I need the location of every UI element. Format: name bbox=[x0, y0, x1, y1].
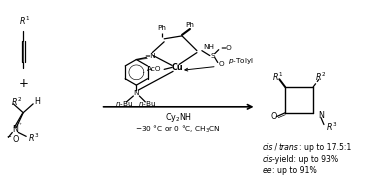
Text: =N: =N bbox=[144, 53, 156, 59]
Text: $-$30 °C or 0 °C, CH$_3$CN: $-$30 °C or 0 °C, CH$_3$CN bbox=[135, 124, 221, 135]
Text: S: S bbox=[211, 53, 215, 59]
Text: $n$-Bu: $n$-Bu bbox=[115, 99, 134, 108]
Text: Ph: Ph bbox=[158, 25, 166, 31]
Text: N: N bbox=[12, 125, 18, 134]
Text: : up to 91%: : up to 91% bbox=[272, 166, 317, 175]
Text: $R^1$: $R^1$ bbox=[19, 15, 31, 27]
Text: /: / bbox=[272, 143, 280, 152]
Text: Cy$_2$NH: Cy$_2$NH bbox=[165, 111, 192, 124]
Text: : up to 17.5:1: : up to 17.5:1 bbox=[299, 143, 352, 152]
Text: trans: trans bbox=[278, 143, 298, 152]
Text: NH: NH bbox=[203, 44, 214, 50]
Text: $R^1$: $R^1$ bbox=[272, 71, 283, 84]
Text: $R^2$: $R^2$ bbox=[11, 96, 23, 108]
Text: $^+$: $^+$ bbox=[18, 122, 23, 127]
Text: $n$-Bu: $n$-Bu bbox=[138, 99, 157, 108]
Text: cis: cis bbox=[262, 155, 273, 163]
Text: ee: ee bbox=[262, 166, 272, 175]
Text: +: + bbox=[18, 77, 28, 90]
Text: N: N bbox=[318, 111, 324, 120]
Text: H: H bbox=[34, 97, 40, 106]
Text: Ph: Ph bbox=[185, 22, 194, 28]
Text: cis: cis bbox=[262, 143, 273, 152]
Text: -yield: up to 93%: -yield: up to 93% bbox=[272, 155, 339, 163]
Text: O: O bbox=[270, 112, 276, 121]
Text: =O: =O bbox=[220, 45, 232, 51]
Text: $R^3$: $R^3$ bbox=[28, 131, 40, 144]
Text: $R^3$: $R^3$ bbox=[326, 120, 337, 133]
Text: AcO: AcO bbox=[147, 66, 161, 72]
Text: $R^2$: $R^2$ bbox=[315, 71, 327, 84]
Text: $^-$O: $^-$O bbox=[5, 133, 20, 144]
Text: $p$-Tolyl: $p$-Tolyl bbox=[228, 57, 253, 67]
Text: Cu: Cu bbox=[171, 63, 183, 72]
Text: O: O bbox=[219, 61, 224, 67]
Text: N: N bbox=[134, 90, 139, 96]
